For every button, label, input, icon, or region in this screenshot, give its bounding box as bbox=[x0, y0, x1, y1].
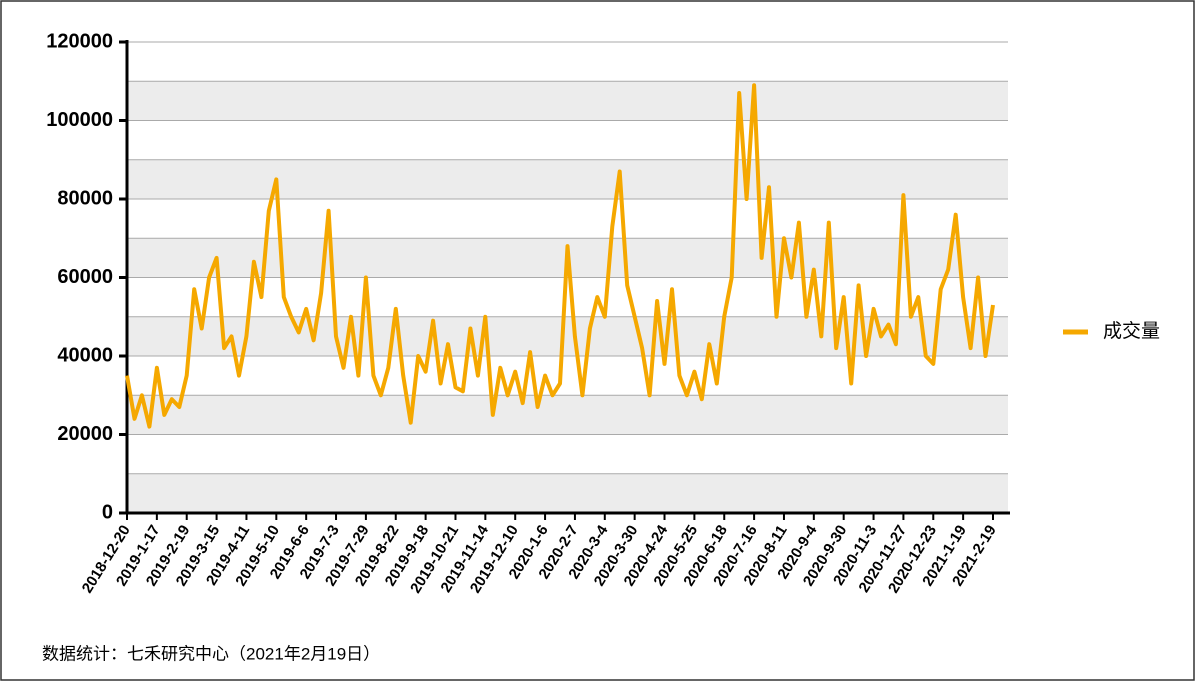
data-line bbox=[125, 83, 995, 429]
grid-band bbox=[127, 81, 1008, 121]
grid-band bbox=[127, 473, 1008, 513]
y-tick-label: 80000 bbox=[57, 187, 113, 209]
grid-band bbox=[127, 159, 1008, 199]
y-tick-label: 20000 bbox=[57, 423, 113, 445]
legend-label: 成交量 bbox=[1103, 320, 1160, 342]
y-tick-label: 0 bbox=[102, 501, 113, 523]
y-tick-label: 100000 bbox=[46, 109, 113, 131]
y-tick-label: 60000 bbox=[57, 266, 113, 288]
grid-band bbox=[127, 395, 1008, 435]
y-tick-label: 40000 bbox=[57, 344, 113, 366]
y-tick-label: 120000 bbox=[46, 30, 113, 52]
footer: 数据统计：七禾研究中心（2021年2月19日） bbox=[42, 644, 380, 663]
